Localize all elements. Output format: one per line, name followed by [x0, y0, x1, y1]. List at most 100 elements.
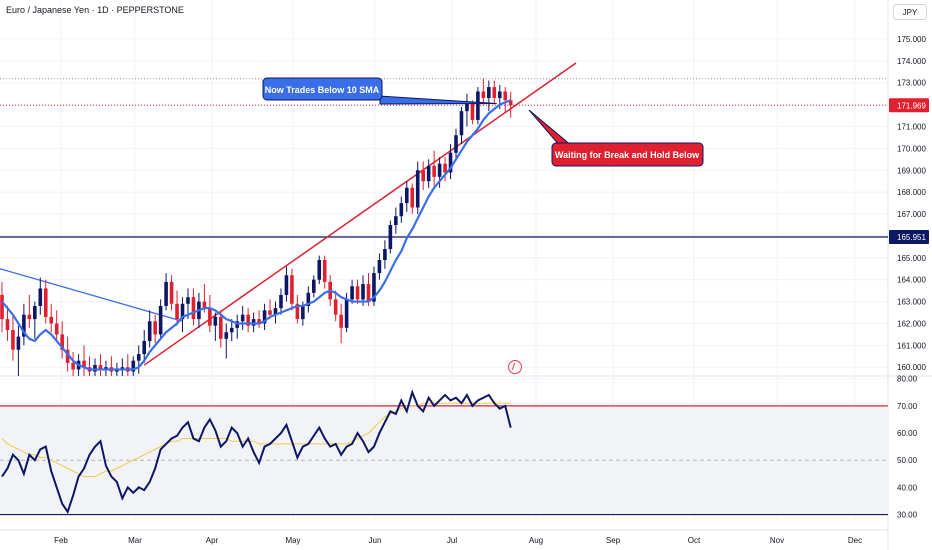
candle-body — [497, 91, 502, 99]
candle-body — [147, 321, 152, 341]
time-tick-label: Mar — [128, 536, 142, 545]
rsi-lines — [1, 389, 512, 515]
rsi-tick-label: 60.00 — [897, 429, 918, 438]
candle-body — [136, 354, 141, 361]
time-tick-label: Nov — [770, 536, 784, 545]
candle-body — [426, 165, 431, 182]
current-price-badge-text: 171.969 — [897, 101, 926, 110]
trendlines — [0, 62, 577, 366]
candle-body — [49, 316, 54, 324]
candle-body — [339, 314, 343, 328]
candle-body — [437, 163, 442, 177]
time-tick-label: Aug — [529, 536, 543, 545]
rsi-line — [1, 389, 512, 515]
price-tick-label: 175.000 — [897, 35, 926, 44]
candle-body — [65, 349, 70, 363]
candle-body — [394, 216, 398, 225]
axes: 175.000 174.000 173.000 171.000 170.000 169.0… — [54, 35, 929, 545]
candle-body — [82, 360, 86, 368]
candle-body — [268, 310, 272, 315]
candle-body — [208, 308, 212, 326]
candle-body — [404, 187, 409, 204]
time-tick-label: Dec — [848, 536, 862, 545]
candle-body — [279, 295, 283, 309]
support-level-badge — [889, 229, 929, 244]
candle-body — [180, 303, 185, 320]
candle-body — [443, 163, 447, 173]
candle-body — [350, 286, 354, 300]
candle-body — [366, 284, 371, 302]
candle-body — [16, 336, 21, 350]
candle-body — [38, 288, 43, 306]
candle-body — [492, 87, 497, 99]
candle-body — [98, 365, 103, 370]
price-tick-label: 164.000 — [897, 276, 926, 285]
candle-body — [229, 327, 234, 333]
support-level-badge-text: 165.951 — [897, 233, 926, 242]
price-tick-label: 163.000 — [897, 298, 926, 307]
time-tick-label: Sep — [606, 536, 621, 545]
time-tick-label: Apr — [206, 536, 219, 545]
candle-body — [158, 305, 163, 335]
currency-selector[interactable]: JPY — [893, 4, 927, 20]
levels — [0, 78, 888, 516]
candle-body — [54, 323, 59, 335]
candle-body — [333, 299, 338, 315]
candle-body — [273, 308, 278, 315]
price-tick-label: 171.000 — [897, 122, 926, 131]
candle-body — [22, 314, 26, 337]
price-tick-label: 160.000 — [897, 363, 926, 372]
candle-body — [284, 275, 289, 296]
candles — [0, 78, 513, 376]
candle-body — [487, 87, 491, 99]
candle-body — [219, 316, 223, 339]
candle-body — [153, 321, 157, 335]
candle-body — [175, 303, 179, 320]
time-tick-label: Jun — [369, 536, 382, 545]
candle-body — [169, 281, 174, 304]
candle-body — [11, 330, 15, 350]
lightning-icon[interactable] — [508, 360, 522, 374]
candle-body — [164, 281, 168, 306]
candle-body — [131, 360, 136, 372]
candle-body — [432, 165, 436, 177]
candle-body — [60, 334, 64, 350]
candle-body — [27, 314, 32, 320]
sma-line — [1, 99, 512, 371]
rsi-tick-label: 70.00 — [897, 402, 918, 411]
candle-body — [33, 305, 37, 320]
candle-body — [470, 102, 475, 120]
time-tick-label: Oct — [688, 536, 701, 545]
price-tick-label: 161.000 — [897, 341, 926, 350]
symbol-title: Euro / Japanese Yen · 1D · PEPPERSTONE — [6, 5, 184, 15]
break-callout-text: Waiting for Break and Hold Below — [555, 150, 700, 160]
candle-body — [262, 310, 267, 324]
candle-body — [0, 295, 4, 320]
candle-body — [344, 299, 349, 328]
candle-body — [213, 316, 218, 326]
candle-body — [202, 301, 207, 309]
sma-10-line — [1, 99, 512, 371]
candle-body — [503, 91, 508, 101]
price-tick-label: 173.000 — [897, 79, 926, 88]
candle-body — [301, 305, 305, 320]
candle-body — [476, 91, 480, 120]
sma-callout-text: Now Trades Below 10 SMA — [265, 85, 380, 95]
price-tick-label: 168.000 — [897, 188, 926, 197]
price-tick-label: 165.000 — [897, 254, 926, 263]
candle-body — [5, 319, 10, 331]
candle-body — [295, 303, 300, 320]
candle-body — [257, 319, 261, 324]
price-tick-label: 167.000 — [897, 210, 926, 219]
candle-body — [448, 152, 453, 173]
price-tick-label: 162.000 — [897, 319, 926, 328]
candle-body — [290, 275, 294, 304]
rsi-tick-label: 40.00 — [897, 483, 918, 492]
time-tick-label: May — [285, 536, 300, 545]
callout-box-red — [551, 142, 704, 167]
current-price-badge — [889, 98, 929, 113]
candle-body — [459, 111, 464, 136]
candle-body — [465, 102, 469, 112]
